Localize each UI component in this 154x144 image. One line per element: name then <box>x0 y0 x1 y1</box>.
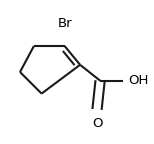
Text: Br: Br <box>57 17 72 30</box>
Text: O: O <box>92 117 102 130</box>
Text: OH: OH <box>128 74 149 87</box>
